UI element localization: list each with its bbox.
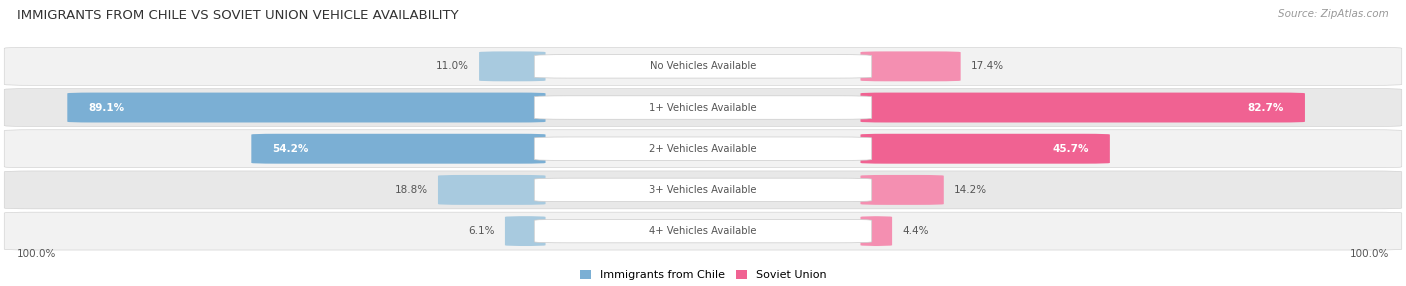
Text: 1+ Vehicles Available: 1+ Vehicles Available [650, 103, 756, 112]
Text: 14.2%: 14.2% [953, 185, 987, 195]
FancyBboxPatch shape [479, 51, 546, 81]
Legend: Immigrants from Chile, Soviet Union: Immigrants from Chile, Soviet Union [579, 270, 827, 281]
Text: 2+ Vehicles Available: 2+ Vehicles Available [650, 144, 756, 154]
FancyBboxPatch shape [860, 216, 893, 246]
Text: IMMIGRANTS FROM CHILE VS SOVIET UNION VEHICLE AVAILABILITY: IMMIGRANTS FROM CHILE VS SOVIET UNION VE… [17, 9, 458, 21]
Text: 4.4%: 4.4% [903, 226, 928, 236]
FancyBboxPatch shape [67, 93, 546, 122]
FancyBboxPatch shape [860, 134, 1109, 164]
Text: 17.4%: 17.4% [970, 61, 1004, 71]
Text: 89.1%: 89.1% [89, 103, 125, 112]
Text: 82.7%: 82.7% [1247, 103, 1284, 112]
FancyBboxPatch shape [4, 130, 1402, 168]
FancyBboxPatch shape [534, 219, 872, 243]
FancyBboxPatch shape [860, 51, 960, 81]
Text: Source: ZipAtlas.com: Source: ZipAtlas.com [1278, 9, 1389, 19]
FancyBboxPatch shape [4, 47, 1402, 85]
FancyBboxPatch shape [534, 137, 872, 160]
FancyBboxPatch shape [4, 171, 1402, 209]
Text: 54.2%: 54.2% [273, 144, 309, 154]
FancyBboxPatch shape [4, 89, 1402, 126]
Text: 45.7%: 45.7% [1052, 144, 1088, 154]
Text: 11.0%: 11.0% [436, 61, 470, 71]
FancyBboxPatch shape [860, 93, 1305, 122]
Text: 100.0%: 100.0% [1350, 249, 1389, 259]
FancyBboxPatch shape [439, 175, 546, 205]
FancyBboxPatch shape [505, 216, 546, 246]
Text: 4+ Vehicles Available: 4+ Vehicles Available [650, 226, 756, 236]
FancyBboxPatch shape [534, 96, 872, 119]
FancyBboxPatch shape [252, 134, 546, 164]
Text: 3+ Vehicles Available: 3+ Vehicles Available [650, 185, 756, 195]
Text: 6.1%: 6.1% [468, 226, 495, 236]
Text: No Vehicles Available: No Vehicles Available [650, 61, 756, 71]
FancyBboxPatch shape [4, 212, 1402, 250]
FancyBboxPatch shape [534, 55, 872, 78]
Text: 18.8%: 18.8% [395, 185, 429, 195]
FancyBboxPatch shape [860, 175, 943, 205]
Text: 100.0%: 100.0% [17, 249, 56, 259]
FancyBboxPatch shape [534, 178, 872, 202]
